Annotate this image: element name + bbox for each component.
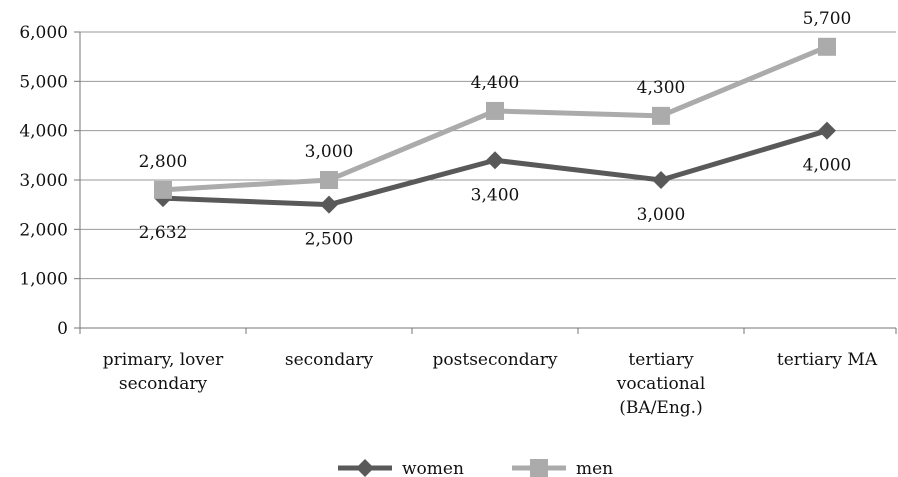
point-men xyxy=(154,180,172,199)
x-tick-label: tertiary vocational (BA/Eng.) xyxy=(616,350,706,418)
y-tick-label: 6,000 xyxy=(19,23,68,43)
point-men xyxy=(818,37,836,56)
point-women xyxy=(320,195,338,214)
y-tick-label: 1,000 xyxy=(19,270,68,290)
point-men xyxy=(486,101,504,120)
axes: 0 1,000 2,000 3,000 4,000 5,000 6,000 primary, … xyxy=(19,23,897,418)
data-label-women: 2,500 xyxy=(305,230,354,250)
legend-label-men: men xyxy=(576,459,613,477)
data-label-men: 5,700 xyxy=(803,9,852,29)
data-label-women: 3,000 xyxy=(637,205,686,225)
point-women xyxy=(652,171,670,189)
gridlines xyxy=(80,31,896,280)
y-tick-label: 3,000 xyxy=(19,171,68,191)
data-label-men: 2,800 xyxy=(139,152,188,172)
legend-marker-women xyxy=(356,459,374,477)
data-label-men: 3,000 xyxy=(305,142,354,162)
data-label-men: 4,400 xyxy=(471,73,520,93)
x-tick-label: primary, lover secondary xyxy=(103,350,224,394)
x-tick-label: tertiary MA xyxy=(777,350,878,370)
data-label-women: 3,400 xyxy=(471,185,520,205)
x-tick-label: secondary xyxy=(285,350,374,370)
legend-label-women: women xyxy=(402,459,464,477)
y-tick-label: 4,000 xyxy=(19,122,68,142)
y-tick-label: 5,000 xyxy=(19,72,68,92)
point-women xyxy=(818,121,836,140)
data-label-women: 4,000 xyxy=(803,156,852,176)
y-tick-label: 2,000 xyxy=(19,220,68,240)
legend: women men xyxy=(338,459,613,477)
series xyxy=(154,37,836,214)
point-women xyxy=(486,151,504,170)
legend-marker-men xyxy=(530,459,548,477)
data-labels: 2,632 2,500 3,400 3,000 4,000 2,800 3,000 4,400… xyxy=(139,9,852,250)
x-tick-label: postsecondary xyxy=(433,350,558,370)
point-men xyxy=(320,171,338,189)
data-label-men: 4,300 xyxy=(637,78,686,98)
y-tick-label: 0 xyxy=(57,319,68,339)
point-men xyxy=(652,106,670,125)
data-label-women: 2,632 xyxy=(139,223,188,243)
